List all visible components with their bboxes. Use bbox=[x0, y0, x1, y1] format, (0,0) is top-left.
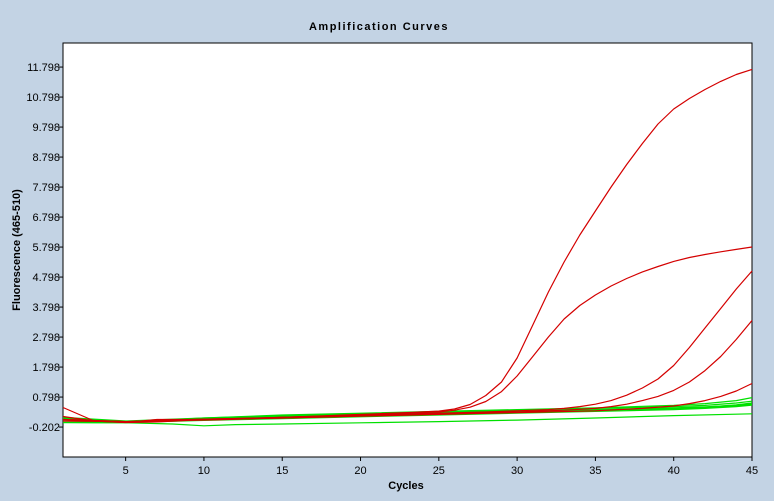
y-tick-label: 10.798 bbox=[26, 92, 60, 104]
series-group bbox=[62, 68, 753, 427]
y-tick-label: 9.798 bbox=[32, 122, 60, 134]
series-line bbox=[62, 382, 753, 423]
y-tick-label: 5.798 bbox=[32, 242, 60, 254]
y-tick-label: 2.798 bbox=[32, 332, 60, 344]
y-tick-label: 4.798 bbox=[32, 272, 60, 284]
y-tick-label: 8.798 bbox=[32, 152, 60, 164]
chart-title: Amplification Curves bbox=[308, 21, 450, 33]
x-tick-label: 30 bbox=[511, 465, 523, 477]
x-tick-label: 15 bbox=[276, 465, 288, 477]
plot-area bbox=[62, 42, 753, 458]
x-axis-title: Cycles bbox=[388, 480, 423, 492]
series-line bbox=[62, 270, 753, 423]
y-tick-label: 3.798 bbox=[32, 302, 60, 314]
y-tick-label: 11.798 bbox=[27, 62, 60, 74]
x-tick-label: 45 bbox=[746, 465, 758, 477]
x-tick-label: 40 bbox=[668, 465, 680, 477]
y-tick-label: 0.798 bbox=[32, 392, 60, 404]
x-tick-label: 35 bbox=[589, 465, 601, 477]
x-tick-label: 5 bbox=[123, 465, 129, 477]
y-tick-label: 6.798 bbox=[32, 212, 60, 224]
y-axis-ticks: -0.202 0.798 1.798 2.798 3.798 4.798 5.798 6.79… bbox=[26, 62, 63, 434]
y-tick-label: 1.798 bbox=[32, 362, 60, 374]
x-tick-label: 20 bbox=[354, 465, 366, 477]
y-axis-title: Fluorescence (465-510) bbox=[11, 189, 23, 311]
x-tick-label: 10 bbox=[198, 465, 210, 477]
x-axis-ticks: 5 10 15 20 25 30 35 40 45 bbox=[123, 457, 758, 477]
x-tick-label: 25 bbox=[433, 465, 445, 477]
series-line bbox=[62, 397, 753, 422]
y-tick-label: -0.202 bbox=[29, 422, 60, 434]
y-tick-label: 7.798 bbox=[32, 182, 60, 194]
